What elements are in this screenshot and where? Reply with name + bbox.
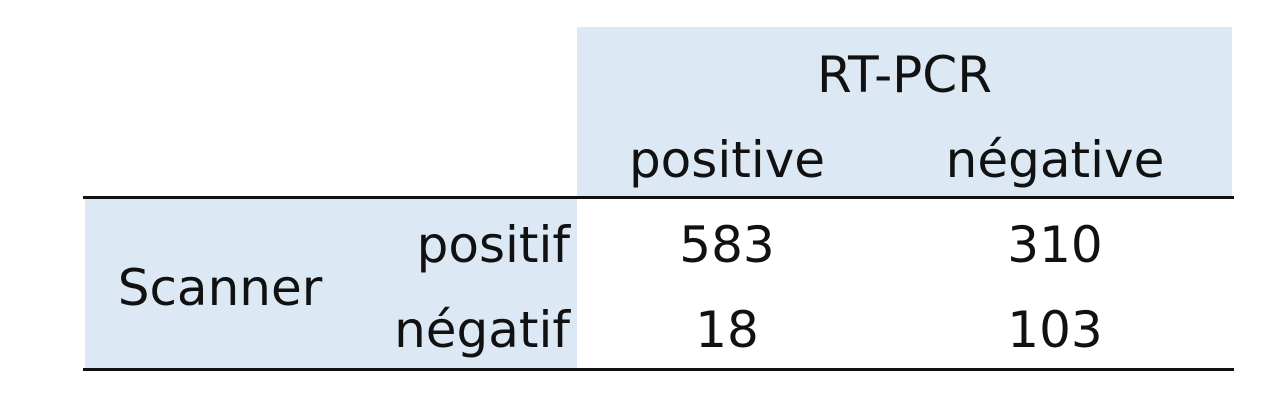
- cell-positif-negative: 310: [1007, 216, 1103, 274]
- cell-negatif-positive: 18: [695, 301, 759, 359]
- column-header-negative: négative: [945, 131, 1165, 189]
- row-label-negatif: négatif: [394, 301, 570, 359]
- header-bottom-rule: [83, 196, 1234, 199]
- column-header-positive: positive: [628, 131, 826, 189]
- table-bottom-rule: [83, 368, 1234, 371]
- row-header-shading: [85, 198, 577, 368]
- column-header-shading: [577, 27, 1232, 197]
- row-label-positif: positif: [416, 216, 570, 274]
- cell-negatif-negative: 103: [1007, 301, 1103, 359]
- cell-positif-positive: 583: [679, 216, 775, 274]
- column-group-header: RT-PCR: [817, 46, 992, 104]
- row-group-header: Scanner: [117, 259, 323, 317]
